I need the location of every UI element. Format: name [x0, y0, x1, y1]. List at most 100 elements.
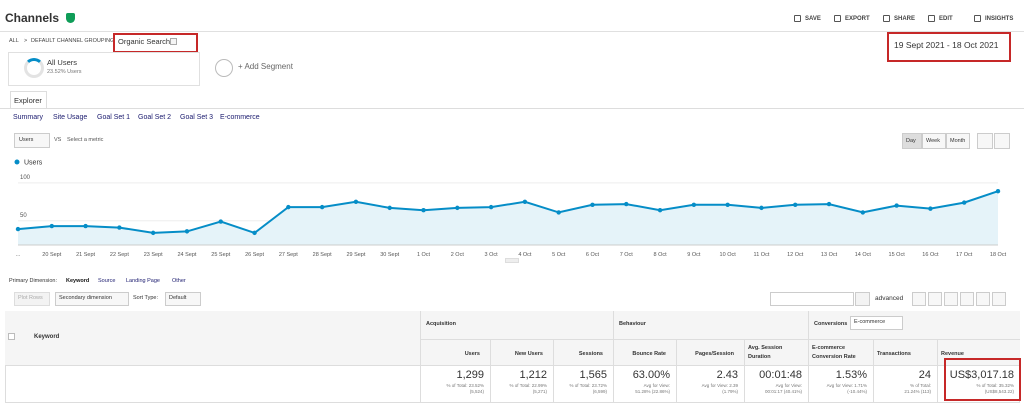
- total-value: 1,565: [579, 369, 607, 381]
- total-note: % of Total:: [910, 383, 931, 388]
- conversion-select[interactable]: [850, 316, 903, 330]
- point: [522, 199, 528, 205]
- search-input[interactable]: [770, 292, 854, 306]
- granularity-label[interactable]: Week: [926, 138, 940, 144]
- dimension-option[interactable]: Landing Page: [126, 278, 160, 284]
- breadcrumb-selected[interactable]: Organic Search: [118, 37, 171, 46]
- x-tick-label: 14 Oct: [855, 252, 872, 258]
- action-button[interactable]: SHARE: [894, 16, 916, 22]
- sort-value[interactable]: Default: [169, 295, 187, 301]
- breadcrumb-item[interactable]: DEFAULT CHANNEL GROUPING: [31, 38, 115, 44]
- column-header[interactable]: Transactions: [877, 351, 911, 357]
- column-header[interactable]: Pages/Session: [695, 351, 734, 357]
- breadcrumb-item[interactable]: ALL: [9, 38, 19, 44]
- sort-select[interactable]: [165, 292, 201, 306]
- checkbox[interactable]: [8, 333, 15, 340]
- column-header[interactable]: Avg. Session Duration: [748, 345, 783, 360]
- subtab[interactable]: Goal Set 1: [97, 114, 131, 121]
- column-header[interactable]: Keyword: [34, 334, 60, 340]
- action-icon: [794, 15, 801, 22]
- total-note: (-10.44%): [847, 389, 867, 394]
- action-button[interactable]: EDIT: [939, 16, 953, 22]
- view-toggle[interactable]: [912, 292, 926, 306]
- conversion-select-label[interactable]: E-commerce: [854, 319, 886, 325]
- column-divider: [744, 339, 745, 403]
- x-tick-label: 24 Sept: [177, 252, 196, 258]
- action-button[interactable]: EXPORT: [845, 16, 870, 22]
- column-header[interactable]: New Users: [514, 351, 543, 357]
- header-row-divider: [5, 365, 1020, 366]
- total-note: % of Total: 35.32%: [976, 383, 1014, 388]
- legend-label: Users: [24, 160, 43, 167]
- total-value: 1,299: [456, 369, 484, 381]
- vs-label: VS: [54, 137, 62, 143]
- x-tick-label: 21 Sept: [76, 252, 95, 258]
- x-tick-label: 25 Sept: [211, 252, 230, 258]
- point: [252, 230, 257, 236]
- x-tick-label: 7 Oct: [620, 252, 634, 258]
- explorer-tab[interactable]: [10, 91, 47, 109]
- view-toggle[interactable]: [976, 292, 990, 306]
- x-tick-label: 30 Sept: [380, 252, 399, 258]
- x-tick-label: 1 Oct: [417, 252, 431, 258]
- action-button[interactable]: SAVE: [805, 16, 821, 22]
- segment-card[interactable]: [8, 52, 200, 86]
- subtab[interactable]: Goal Set 2: [138, 114, 172, 121]
- column-header[interactable]: E-commerce Conversion Rate: [812, 345, 856, 360]
- chart-type-button[interactable]: [994, 133, 1010, 149]
- view-toggle[interactable]: [960, 292, 974, 306]
- add-segment-ring[interactable]: [215, 59, 233, 77]
- x-tick-label: 11 Oct: [754, 252, 770, 258]
- point: [793, 202, 798, 208]
- column-header[interactable]: Bounce Rate: [632, 351, 666, 357]
- resize-handle[interactable]: [505, 258, 519, 263]
- column-header[interactable]: Users: [464, 351, 480, 357]
- dropdown-toggle[interactable]: [170, 38, 177, 45]
- x-tick-label: 12 Oct: [787, 252, 804, 258]
- point: [995, 189, 1001, 194]
- granularity-button[interactable]: [922, 133, 946, 149]
- total-value: 1.53%: [835, 369, 867, 381]
- point: [387, 205, 392, 211]
- column-header[interactable]: Revenue: [941, 351, 964, 357]
- subtab[interactable]: Site Usage: [53, 114, 88, 121]
- view-toggle[interactable]: [992, 292, 1006, 306]
- view-toggle[interactable]: [944, 292, 958, 306]
- plot-rows-button[interactable]: [14, 292, 50, 306]
- subtab[interactable]: Goal Set 3: [180, 114, 214, 121]
- chart-type-button[interactable]: [977, 133, 993, 149]
- subtab[interactable]: Summary: [13, 114, 43, 121]
- point: [488, 204, 494, 210]
- dimension-option[interactable]: Source: [98, 278, 116, 284]
- action-icon: [834, 15, 841, 22]
- action-button[interactable]: INSIGHTS: [985, 16, 1014, 22]
- point: [218, 219, 223, 224]
- point: [624, 201, 629, 207]
- plot-rows[interactable]: Plot Rows: [18, 295, 43, 301]
- search-button[interactable]: [855, 292, 870, 306]
- column-divider: [676, 339, 677, 403]
- granularity-label[interactable]: Month: [950, 138, 966, 144]
- advanced-link[interactable]: advanced: [875, 295, 904, 302]
- total-value: 2.43: [716, 369, 738, 381]
- date-range[interactable]: 19 Sept 2021 - 18 Oct 2021: [894, 40, 999, 50]
- legend-marker: [14, 159, 20, 165]
- explorer-tab-label[interactable]: Explorer: [14, 96, 42, 105]
- subtab[interactable]: E-commerce: [220, 114, 260, 121]
- total-note: % of Total: 23.52%: [446, 383, 484, 388]
- metric-select-label[interactable]: Users: [19, 137, 34, 143]
- segment-ring: [24, 58, 44, 78]
- granularity-button[interactable]: [946, 133, 970, 149]
- x-tick-label: 5 Oct: [552, 252, 566, 258]
- view-toggle[interactable]: [928, 292, 942, 306]
- add-segment[interactable]: + Add Segment: [238, 62, 293, 71]
- secondary-dimension-select[interactable]: [55, 292, 129, 306]
- granularity-button[interactable]: [902, 133, 922, 149]
- metric-select[interactable]: [14, 133, 50, 148]
- select-metric[interactable]: Select a metric: [67, 137, 104, 143]
- point: [962, 200, 967, 205]
- dimension-option[interactable]: Other: [172, 278, 186, 284]
- granularity-label[interactable]: Day: [906, 138, 916, 144]
- column-header[interactable]: Sessions: [578, 351, 603, 357]
- secondary-dimension[interactable]: Secondary dimension: [59, 295, 112, 301]
